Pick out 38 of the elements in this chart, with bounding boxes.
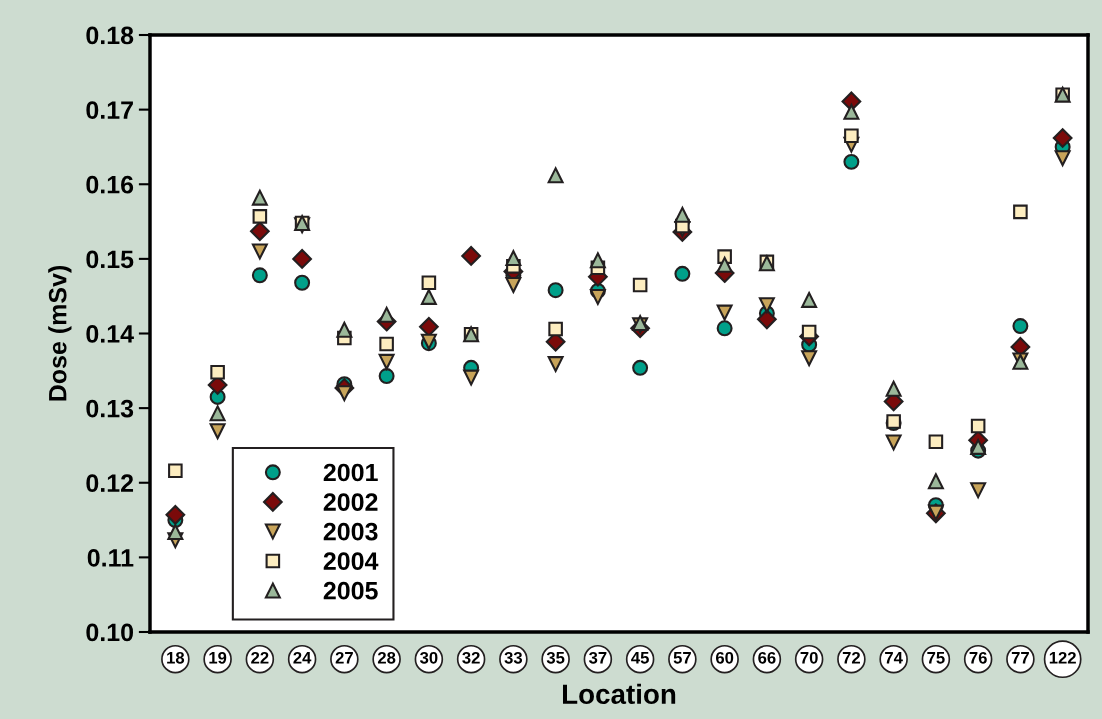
legend-label: 2002 [323,493,378,511]
x-tick-label: 19 [209,651,227,664]
x-tick-label: 76 [969,651,987,664]
y-tick-label: 0.16 [86,175,134,194]
x-tick-label: 60 [715,651,734,664]
legend-label: 2005 [323,581,378,600]
x-tick-label: 28 [377,651,396,664]
y-axis-title: Dose (mSv) [48,265,72,401]
y-tick-label: 0.10 [86,623,134,642]
y-tick-label: 0.12 [86,474,134,493]
x-tick-label: 70 [800,651,818,664]
y-tick-label: 0.18 [86,26,134,45]
x-tick-label: 22 [251,651,269,664]
legend-label: 2004 [323,552,379,570]
x-tick-label: 45 [631,652,649,664]
x-tick-label: 27 [335,651,353,664]
x-tick-label: 74 [885,652,903,664]
y-tick-label: 0.15 [86,250,134,269]
x-tick-label: 33 [504,651,523,664]
legend-label: 2003 [323,522,378,541]
x-tick-label: 75 [927,652,945,664]
x-tick-label: 66 [758,651,776,664]
x-tick-label: 18 [167,651,185,664]
x-tick-label: 77 [1011,652,1029,664]
x-tick-label: 37 [588,651,607,664]
y-tick-label: 0.11 [87,548,134,567]
y-tick-label: 0.14 [86,325,134,343]
x-tick-label: 35 [546,651,565,664]
y-tick-label: 0.13 [86,399,134,418]
x-tick-label: 72 [842,651,860,664]
x-tick-label: 32 [462,651,480,664]
legend-label: 2001 [323,463,378,482]
x-tick-label: 24 [293,651,312,664]
x-axis-title: Location [563,683,676,705]
x-tick-label: 57 [673,652,691,664]
x-tick-label: 30 [419,651,438,664]
y-tick-label: 0.17 [86,101,133,119]
x-tick-label: 122 [1049,651,1076,664]
